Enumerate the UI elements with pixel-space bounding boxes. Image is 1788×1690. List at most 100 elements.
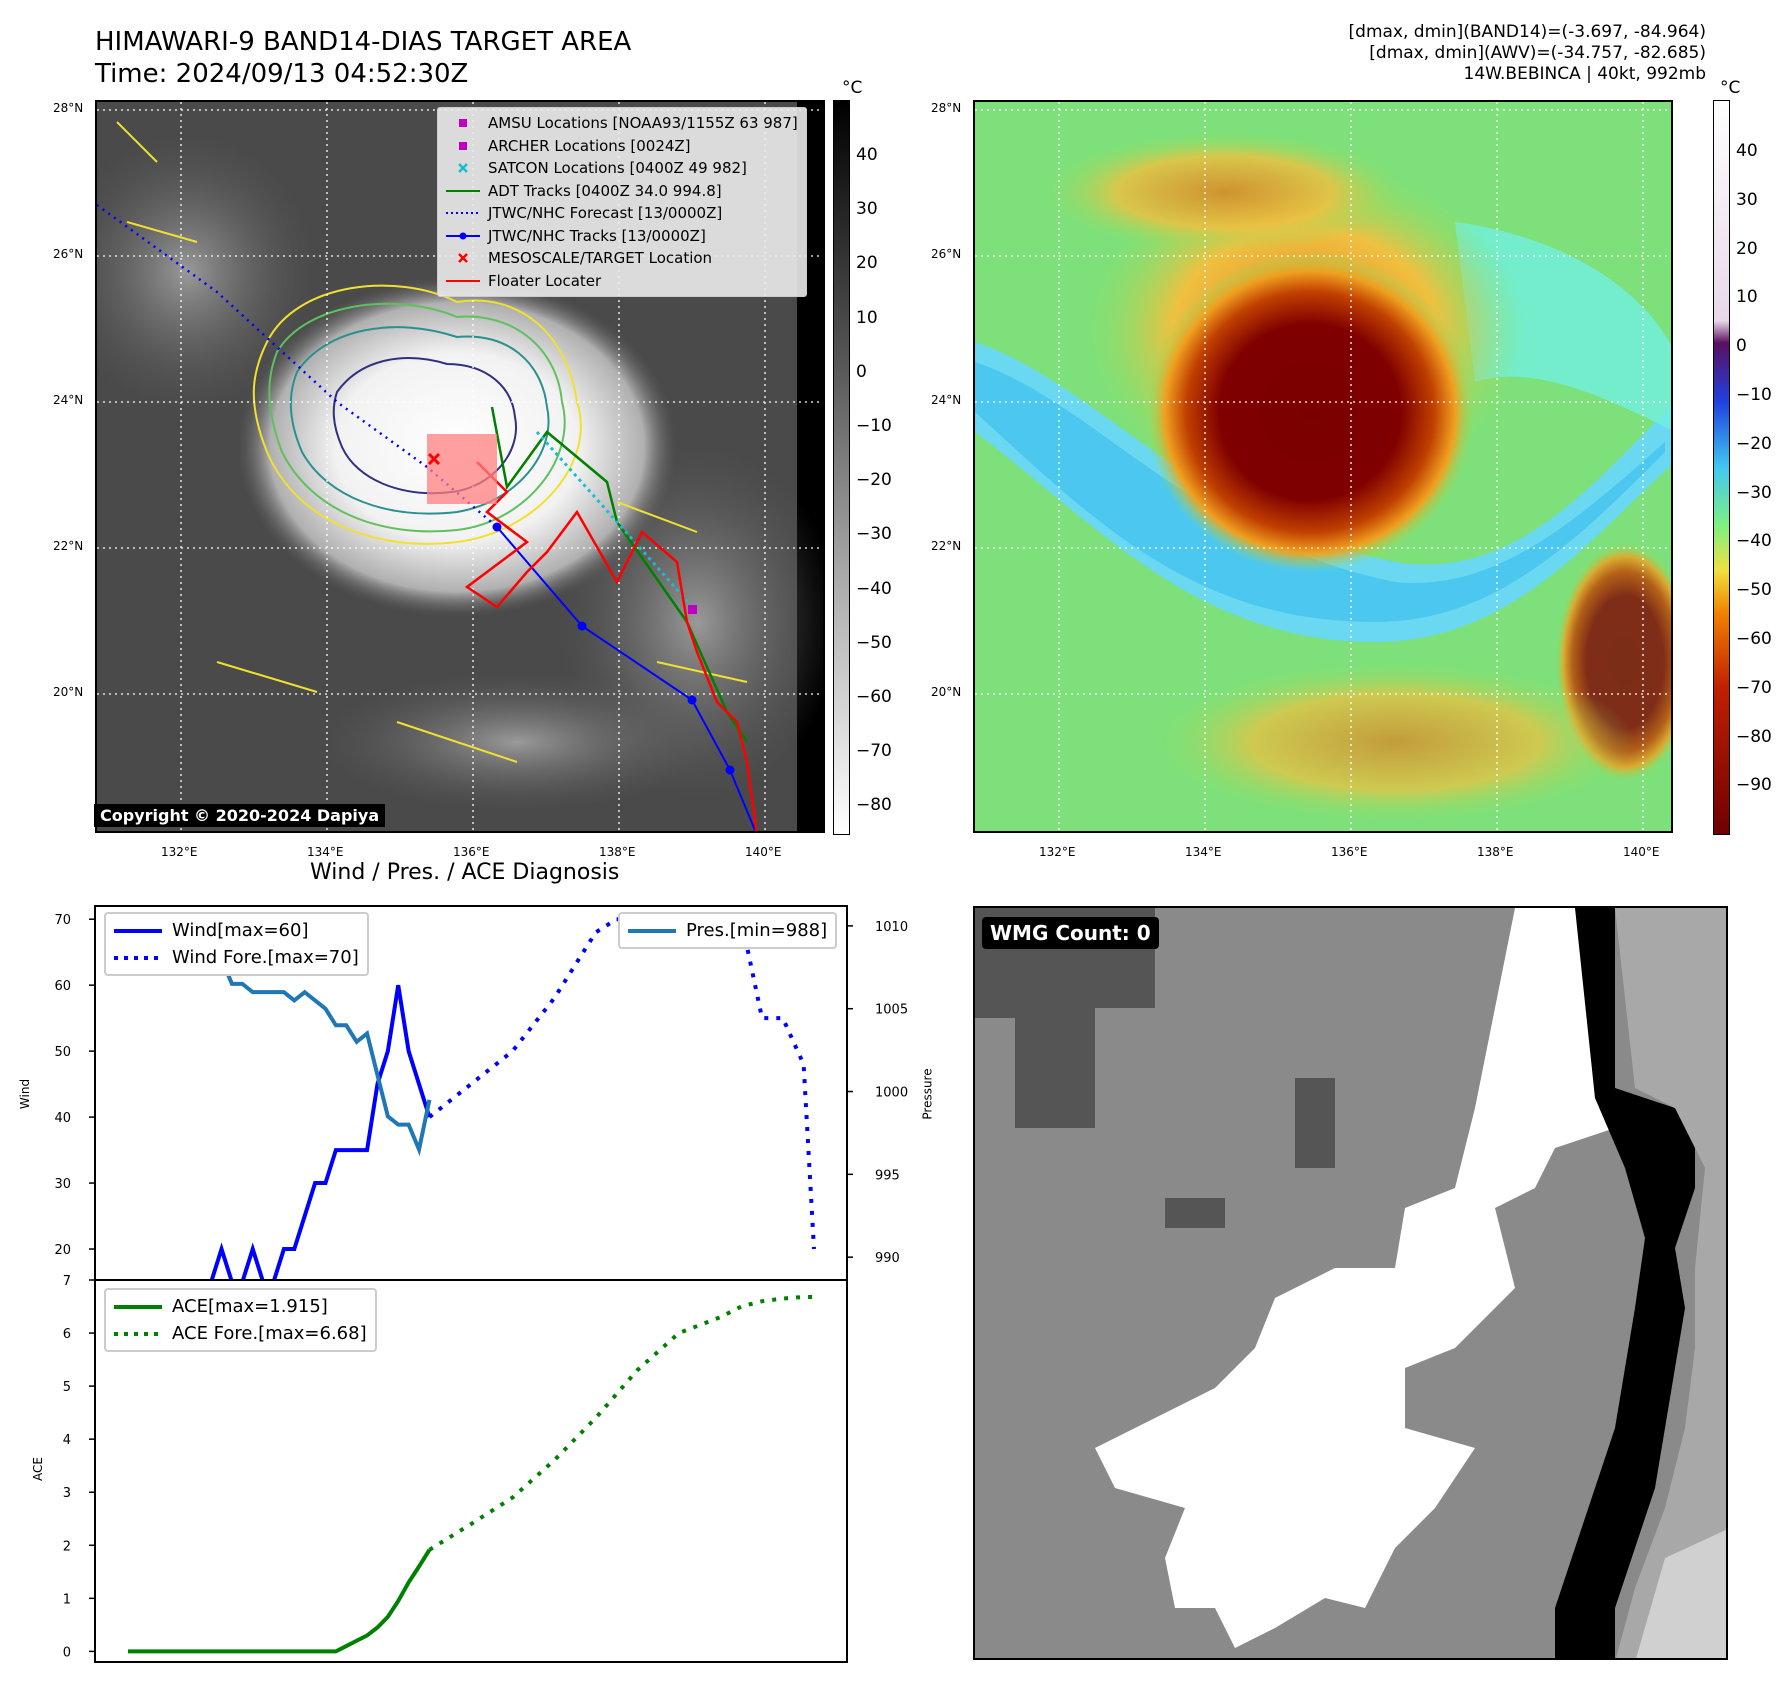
colorbar-tick-label: −90: [1736, 775, 1772, 796]
map-legend-item: JTWC/NHC Forecast [13/0000Z]: [446, 202, 798, 225]
awv-storm-core: [1145, 252, 1475, 572]
y-right-tick-label: 990: [875, 1251, 900, 1266]
floater-track: [464, 461, 758, 831]
wmg-count-badge: WMG Count: 0: [982, 917, 1159, 949]
lon-label: 136°E: [453, 845, 490, 859]
awv-moist-south: [1155, 662, 1635, 822]
y-tick-label: 40: [54, 1111, 71, 1126]
colorbar-tick-label: −20: [856, 470, 892, 491]
track-point: [492, 522, 502, 532]
jtwc-forecast-track: [97, 203, 498, 528]
amsu-location-marker: [688, 605, 697, 614]
colorbar-tick-label: −80: [856, 795, 892, 816]
colorbar-tick-label: 30: [1736, 189, 1758, 210]
lat-label: 22°N: [931, 539, 962, 553]
awv-moist-north: [1045, 132, 1405, 252]
awv-map-panel: [973, 100, 1673, 833]
map-legend-item: ARCHER Locations [0024Z]: [446, 135, 798, 158]
legend-symbol: [459, 141, 467, 150]
y-right-tick-label: 1005: [875, 1003, 908, 1018]
y-right-tick-label: 1010: [875, 920, 908, 935]
ir-colorbar-unit: °C: [842, 78, 863, 98]
colorbar-tick-label: 40: [1736, 141, 1758, 161]
subtitle-line-2: [dmax, dmin](AWV)=(-34.757, -82.685): [1369, 43, 1706, 63]
map-legend-item: Floater Locater: [446, 270, 798, 293]
colorbar-tick-label: −70: [856, 741, 892, 762]
lat-label: 20°N: [53, 685, 84, 699]
figure-subtitle: [dmax, dmin](BAND14)=(-3.697, -84.964) […: [1349, 22, 1706, 85]
lon-label: 132°E: [1039, 845, 1076, 859]
colorbar-tick-label: 30: [856, 199, 878, 220]
colorbar-tick-label: 10: [856, 307, 878, 328]
wmg-black-edge: [1555, 908, 1695, 1658]
y-tick-label: 4: [63, 1433, 71, 1448]
legend-label: SATCON Locations [0400Z 49 982]: [488, 159, 747, 178]
legend-label: MESOSCALE/TARGET Location: [488, 249, 713, 268]
awv-gridlines: [975, 102, 1671, 831]
map-legend-item: AMSU Locations [NOAA93/1155Z 63 987]: [446, 112, 798, 135]
colorbar-tick-label: −60: [856, 687, 892, 707]
legend-wind-forecast: Wind Fore.[max=70]: [114, 947, 359, 968]
contour-fragments: [116, 121, 748, 763]
wmg-white-region: [1095, 908, 1615, 1648]
awv-colorbar-unit: °C: [1720, 78, 1741, 98]
y-tick-label: 30: [54, 1177, 71, 1192]
legend-ace: ACE[max=1.915]: [114, 1296, 328, 1317]
lon-label: 132°E: [161, 845, 198, 859]
lat-label: 26°N: [53, 247, 84, 261]
title-line-2: Time: 2024/09/13 04:52:30Z: [95, 59, 469, 89]
y-tick-label: 50: [54, 1045, 71, 1060]
lat-label: 28°N: [931, 101, 962, 115]
satcon-track: [535, 431, 699, 613]
lon-label: 136°E: [1331, 845, 1368, 859]
legend-label: JTWC/NHC Tracks [13/0000Z]: [488, 226, 706, 245]
contour-navy: [332, 357, 517, 495]
wind-legend: Wind[max=60] Wind Fore.[max=70]: [104, 912, 369, 976]
diagnosis-chart-title: Wind / Pres. / ACE Diagnosis: [310, 860, 620, 885]
legend-symbol: [458, 163, 468, 174]
adt-track: [490, 406, 749, 743]
lon-label: 138°E: [599, 845, 636, 859]
wmg-light-gray-east: [1615, 908, 1726, 1658]
colorbar-tick-label: −80: [1736, 726, 1772, 747]
wmg-lightest-corner: [1636, 1529, 1726, 1658]
colorbar-tick-label: 20: [1736, 238, 1758, 259]
colorbar-tick-label: −40: [1736, 531, 1772, 552]
y-tick-label: 60: [54, 979, 71, 994]
y-tick-label: 6: [63, 1327, 71, 1342]
legend-symbol: [458, 253, 468, 264]
colorbar-tick-label: −50: [856, 632, 892, 653]
lon-label: 138°E: [1477, 845, 1514, 859]
legend-label: JTWC/NHC Forecast [13/0000Z]: [488, 204, 723, 223]
contour-green: [268, 302, 566, 533]
legend-symbol: [446, 189, 480, 192]
legend-symbol: [446, 279, 480, 282]
legend-wind: Wind[max=60]: [114, 920, 309, 941]
lat-label: 26°N: [931, 247, 962, 261]
contour-teal: [289, 326, 550, 515]
colorbar-tick-label: 10: [1736, 287, 1758, 308]
subtitle-line-3: 14W.BEBINCA | 40kt, 992mb: [1463, 64, 1706, 84]
colorbar-tick-label: −40: [856, 578, 892, 599]
y-tick-label: 2: [63, 1539, 71, 1554]
wmg-dark-patches: [1165, 1078, 1335, 1228]
map-legend-item: JTWC/NHC Tracks [13/0000Z]: [446, 225, 798, 248]
series-line: [428, 1294, 814, 1552]
mesoscale-target-marker: [427, 452, 441, 466]
y-tick-label: 5: [63, 1380, 71, 1395]
y-right-tick-label: 995: [875, 1168, 900, 1183]
map-legend-item: ADT Tracks [0400Z 34.0 994.8]: [446, 180, 798, 203]
colorbar-tick-label: 40: [856, 145, 878, 165]
wind-axis-label: Wind: [18, 1078, 33, 1110]
lat-label: 20°N: [931, 685, 962, 699]
legend-symbol: [446, 232, 480, 240]
colorbar-tick-label: −60: [1736, 629, 1772, 649]
series-line: [428, 917, 816, 1250]
target-area-box: [427, 434, 497, 504]
cloud-band-s: [317, 672, 717, 812]
colorbar-tick-label: −10: [856, 416, 892, 436]
title-line-1: HIMAWARI-9 BAND14-DIAS TARGET AREA: [95, 27, 632, 57]
lat-label: 24°N: [53, 393, 84, 407]
map-legend-item: MESOSCALE/TARGET Location: [446, 247, 798, 270]
colorbar-tick-label: 0: [1736, 336, 1747, 357]
